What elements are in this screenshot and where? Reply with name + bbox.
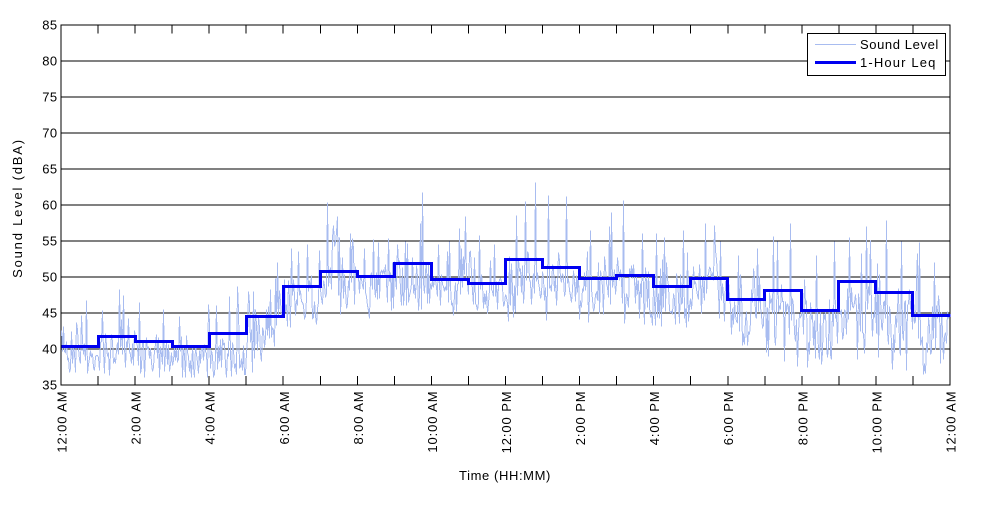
svg-text:Sound Level: Sound Level: [860, 37, 939, 52]
svg-text:50: 50: [42, 270, 57, 285]
svg-text:80: 80: [42, 54, 57, 69]
svg-text:8:00 AM: 8:00 AM: [351, 391, 366, 445]
svg-text:2:00 PM: 2:00 PM: [573, 391, 588, 446]
svg-text:12:00 PM: 12:00 PM: [499, 391, 514, 454]
svg-text:10:00 PM: 10:00 PM: [869, 391, 884, 454]
svg-text:55: 55: [42, 234, 57, 249]
svg-text:70: 70: [42, 126, 57, 141]
svg-text:35: 35: [42, 378, 57, 393]
svg-text:6:00 AM: 6:00 AM: [277, 391, 292, 445]
svg-text:45: 45: [42, 306, 57, 321]
svg-text:65: 65: [42, 162, 57, 177]
svg-text:12:00 AM: 12:00 AM: [944, 391, 959, 453]
svg-text:60: 60: [42, 198, 57, 213]
svg-text:10:00 AM: 10:00 AM: [425, 391, 440, 453]
svg-text:Time (HH:MM): Time (HH:MM): [459, 468, 551, 483]
svg-text:2:00 AM: 2:00 AM: [129, 391, 144, 445]
svg-text:8:00 PM: 8:00 PM: [795, 391, 810, 446]
svg-text:6:00 PM: 6:00 PM: [721, 391, 736, 446]
svg-text:12:00 AM: 12:00 AM: [55, 391, 70, 453]
svg-text:4:00 AM: 4:00 AM: [203, 391, 218, 445]
svg-text:75: 75: [42, 90, 57, 105]
svg-text:40: 40: [42, 342, 57, 357]
svg-text:85: 85: [42, 18, 57, 33]
svg-text:Sound Level (dBA): Sound Level (dBA): [10, 138, 25, 278]
svg-text:4:00 PM: 4:00 PM: [647, 391, 662, 446]
svg-text:1-Hour Leq: 1-Hour Leq: [860, 55, 937, 70]
